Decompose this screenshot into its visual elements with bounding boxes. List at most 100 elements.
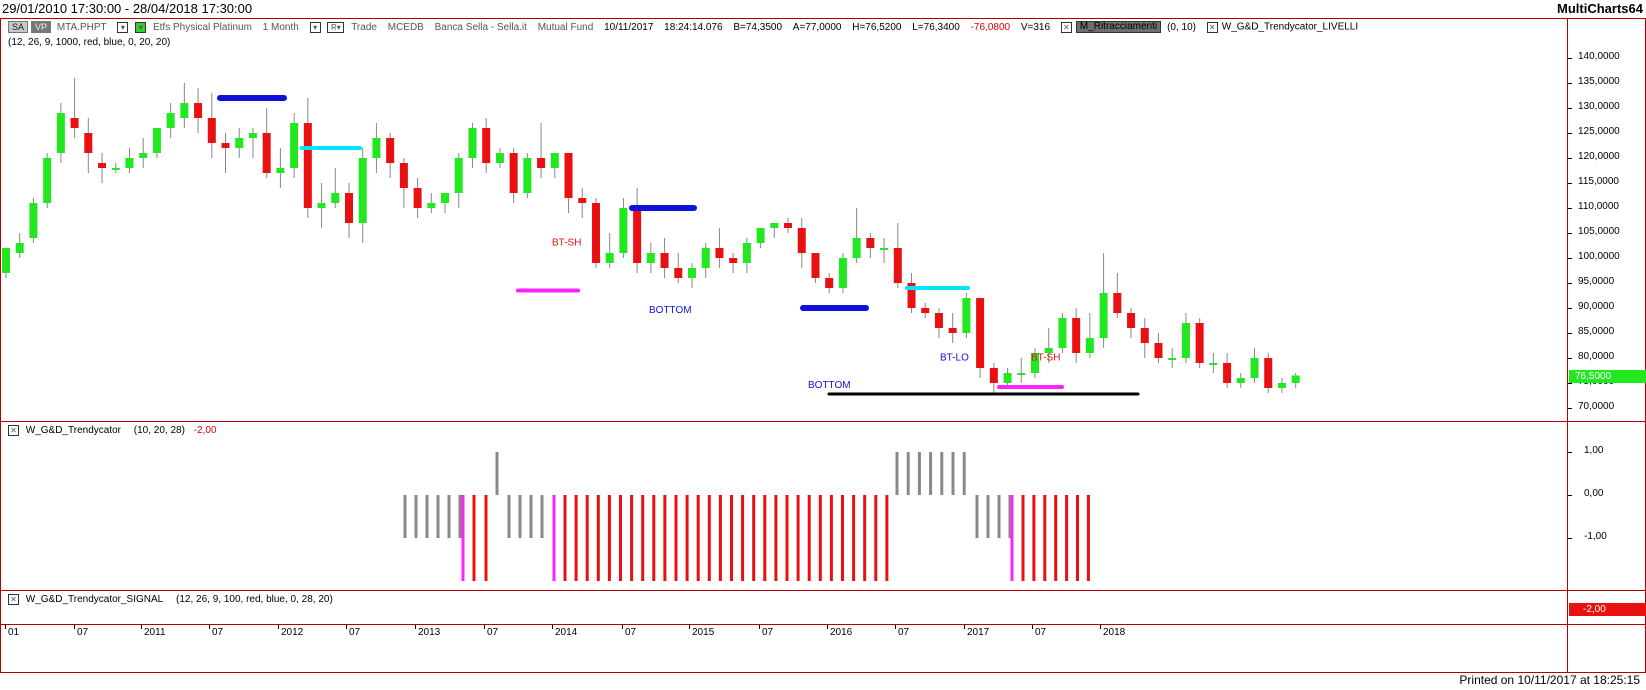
series-color-icon[interactable]: ▾	[135, 21, 147, 33]
candle-body[interactable]	[482, 128, 491, 163]
candle-body[interactable]	[1264, 358, 1273, 388]
indicator-axis[interactable]: 1,00 0,00 -1,00	[1568, 422, 1646, 590]
candle-body[interactable]	[152, 128, 161, 153]
study-ritracciamenti-name[interactable]: M_Ritracciamenti	[1075, 21, 1162, 33]
candle-body[interactable]	[262, 133, 271, 173]
candle-body[interactable]	[811, 253, 820, 278]
candle-body[interactable]	[1099, 293, 1108, 338]
candle-body[interactable]	[1236, 378, 1245, 383]
price-chart[interactable]: BT-SH BOTTOM BOTTOM BT-LO BT-SH	[0, 18, 1567, 421]
candle-body[interactable]	[194, 103, 203, 118]
candle-body[interactable]	[1140, 328, 1149, 343]
candle-body[interactable]	[1181, 323, 1190, 358]
candle-body[interactable]	[701, 248, 710, 268]
close-study-icon[interactable]: ✕	[1206, 21, 1218, 33]
candle-body[interactable]	[372, 138, 381, 158]
candle-body[interactable]	[1113, 293, 1122, 313]
candle-body[interactable]	[619, 208, 628, 253]
candle-body[interactable]	[331, 193, 340, 203]
candle-body[interactable]	[98, 163, 107, 168]
candle-body[interactable]	[797, 228, 806, 253]
candle-body[interactable]	[893, 248, 902, 283]
candle-body[interactable]	[1209, 363, 1218, 365]
indicator-chart[interactable]	[0, 422, 1567, 590]
time-axis[interactable]: 01 07 2011 07 2012 07 2013 07 2014 07 2015 07 2016 07…	[0, 625, 1567, 673]
dropdown-icon[interactable]: ▾	[117, 21, 129, 33]
candle-body[interactable]	[303, 123, 312, 208]
candle-body[interactable]	[56, 113, 65, 153]
candle-body[interactable]	[523, 158, 532, 193]
candle-body[interactable]	[207, 118, 216, 143]
candle-body[interactable]	[1044, 348, 1053, 353]
candle-body[interactable]	[221, 143, 230, 148]
price-axis[interactable]: 140,0000 135,0000 130,0000 125,0000 120,0000…	[1568, 18, 1646, 421]
candle-body[interactable]	[729, 258, 738, 263]
candle-body[interactable]	[880, 248, 889, 250]
candle-body[interactable]	[742, 243, 751, 263]
candle-body[interactable]	[921, 308, 930, 313]
candle-body[interactable]	[591, 203, 600, 263]
candle-body[interactable]	[345, 193, 353, 223]
candle-body[interactable]	[564, 153, 573, 198]
candle-body[interactable]	[825, 278, 834, 288]
candle-body[interactable]	[989, 368, 998, 383]
candle-body[interactable]	[15, 243, 24, 253]
candle-body[interactable]	[852, 238, 861, 258]
candle-body[interactable]	[276, 168, 285, 173]
candle-body[interactable]	[70, 118, 79, 128]
candle-body[interactable]	[290, 123, 299, 168]
resolution-dropdown-icon[interactable]: ▾	[309, 21, 321, 33]
candle-body[interactable]	[495, 153, 504, 163]
candle-body[interactable]	[1058, 318, 1067, 348]
close-study-icon[interactable]: ✕	[8, 594, 19, 605]
candle-body[interactable]	[1017, 373, 1026, 375]
candle-body[interactable]	[317, 203, 326, 208]
realtime-button[interactable]: R▾	[327, 21, 345, 33]
sa-button[interactable]: SA	[8, 21, 29, 33]
candle-body[interactable]	[633, 208, 642, 263]
candle-body[interactable]	[111, 168, 120, 170]
candle-body[interactable]	[976, 298, 985, 368]
candle-body[interactable]	[537, 158, 546, 168]
candle-body[interactable]	[454, 158, 463, 193]
candle-body[interactable]	[934, 313, 943, 328]
candle-body[interactable]	[2, 248, 10, 273]
vp-button[interactable]: VP	[31, 21, 52, 33]
candle-body[interactable]	[166, 113, 175, 128]
candle-body[interactable]	[358, 158, 367, 223]
candle-body[interactable]	[550, 153, 559, 168]
candle-body[interactable]	[866, 238, 875, 248]
candle-body[interactable]	[756, 228, 765, 243]
candle-body[interactable]	[1195, 323, 1204, 363]
candle-body[interactable]	[962, 298, 971, 333]
candle-body[interactable]	[427, 203, 436, 208]
candle-body[interactable]	[907, 283, 916, 308]
candle-body[interactable]	[770, 223, 779, 228]
candle-body[interactable]	[578, 198, 587, 203]
candle-body[interactable]	[660, 253, 669, 268]
candle-body[interactable]	[1072, 318, 1081, 353]
candle-body[interactable]	[84, 133, 93, 153]
candle-body[interactable]	[605, 253, 614, 263]
candle-body[interactable]	[413, 188, 422, 208]
candle-body[interactable]	[125, 158, 134, 168]
candle-body[interactable]	[1003, 373, 1012, 383]
close-study-icon[interactable]: ✕	[1060, 21, 1072, 33]
candle-body[interactable]	[386, 138, 395, 163]
pane-separator-2[interactable]	[0, 590, 1646, 591]
candle-body[interactable]	[1127, 313, 1136, 328]
candle-body[interactable]	[399, 163, 408, 188]
candle-body[interactable]	[509, 153, 518, 193]
candle-body[interactable]	[441, 193, 450, 203]
candle-body[interactable]	[838, 258, 847, 288]
candle-body[interactable]	[674, 268, 683, 278]
candle-body[interactable]	[1223, 363, 1232, 383]
candle-body[interactable]	[235, 138, 244, 148]
candle-body[interactable]	[1085, 338, 1094, 353]
candle-body[interactable]	[688, 268, 696, 278]
candle-body[interactable]	[43, 158, 52, 203]
candle-body[interactable]	[1277, 383, 1286, 388]
pane-separator-1[interactable]	[0, 421, 1646, 422]
candle-body[interactable]	[29, 203, 38, 238]
close-study-icon[interactable]: ✕	[8, 425, 19, 436]
